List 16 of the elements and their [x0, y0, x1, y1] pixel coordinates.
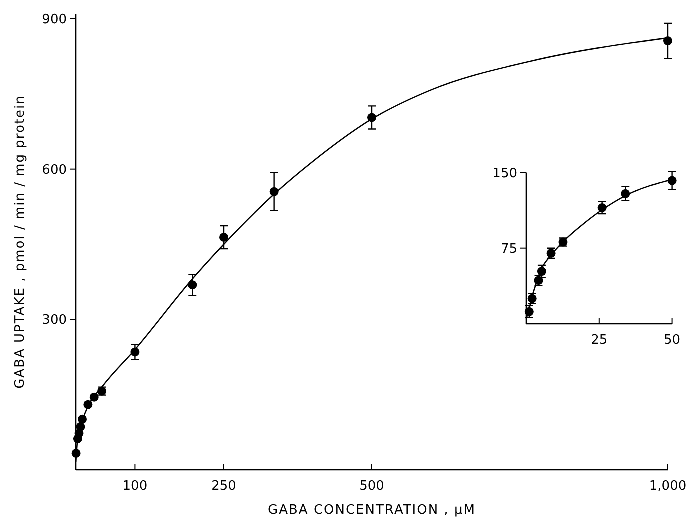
y-tick-label: 75 — [500, 242, 518, 257]
x-tick-label: 1,000 — [649, 479, 687, 494]
y-tick-label: 150 — [492, 166, 518, 182]
x-tick-label: 250 — [212, 479, 236, 494]
x-tick-label: 25 — [591, 333, 608, 348]
x-tick-label: 500 — [360, 479, 384, 494]
y-tick-label: 600 — [42, 162, 67, 178]
x-tick-label: 50 — [664, 333, 681, 348]
x-tick-label: 100 — [122, 479, 148, 494]
x-axis-title: GABA CONCENTRATION , μM — [268, 503, 476, 518]
y-axis-title: GABA UPTAKE , pmol / min / mg protein — [13, 95, 28, 389]
point — [188, 280, 198, 290]
point — [220, 232, 228, 242]
y-tick-label: 300 — [42, 313, 67, 328]
y-tick-label: 900 — [42, 12, 67, 28]
point — [664, 36, 672, 46]
